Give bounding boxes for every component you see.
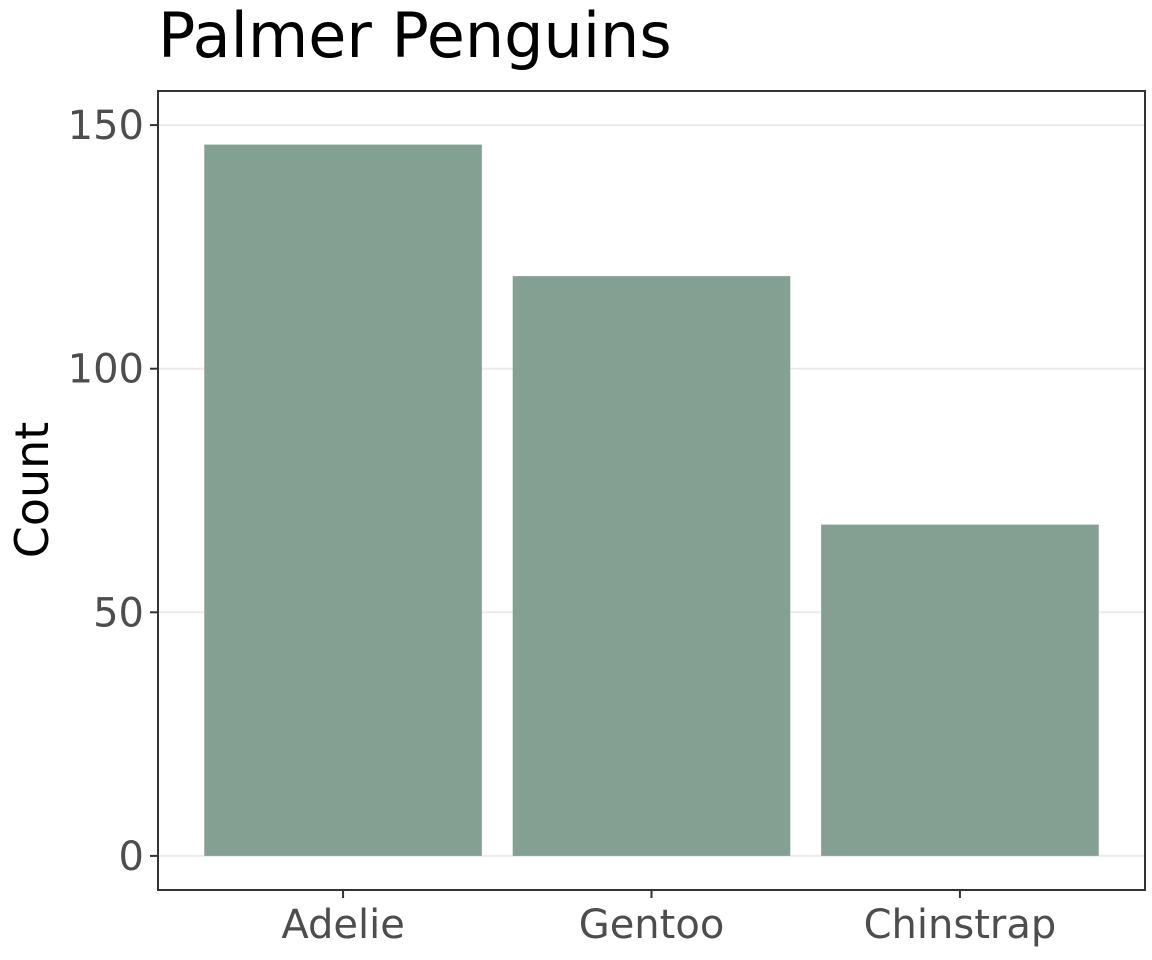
x-tick-label: Gentoo bbox=[579, 902, 725, 948]
bar-adelie bbox=[204, 144, 482, 856]
y-axis-ticks: 0 50 100 150 bbox=[68, 103, 158, 880]
x-tick-label: Adelie bbox=[281, 902, 405, 948]
y-tick-label: 150 bbox=[68, 103, 144, 149]
bar-chinstrap bbox=[821, 524, 1099, 856]
y-axis-label: Count bbox=[5, 422, 59, 559]
y-tick-label: 50 bbox=[93, 590, 144, 636]
bars bbox=[204, 144, 1099, 856]
y-tick-label: 0 bbox=[119, 834, 144, 880]
bar-gentoo bbox=[512, 276, 791, 856]
chart-title: Palmer Penguins bbox=[158, 0, 672, 72]
x-tick-label: Chinstrap bbox=[864, 902, 1057, 948]
y-tick-label: 100 bbox=[68, 347, 144, 393]
x-axis-ticks: Adelie Gentoo Chinstrap bbox=[281, 890, 1056, 948]
